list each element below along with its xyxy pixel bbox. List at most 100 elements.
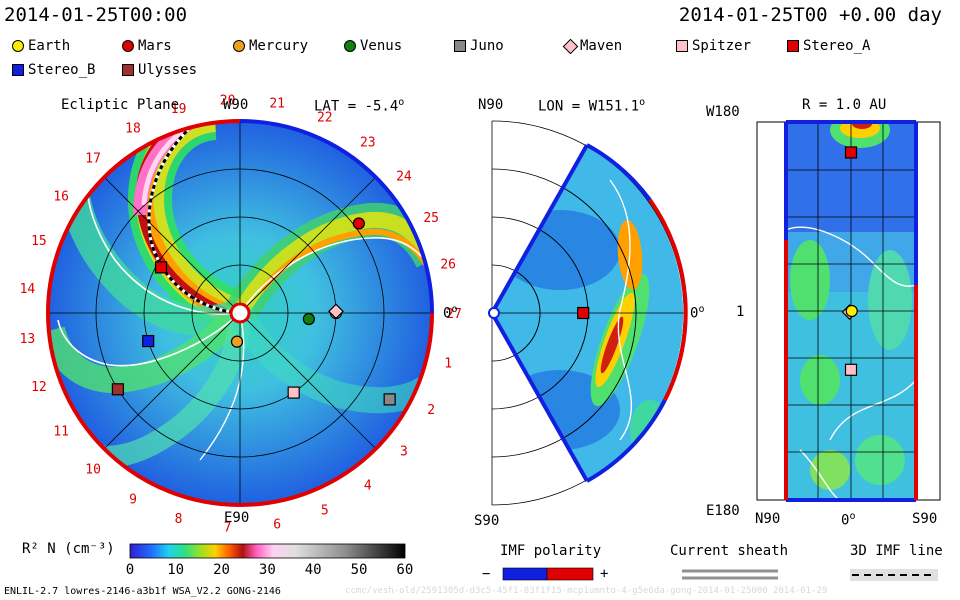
ecliptic-lat-label: LAT = -5.4o [314,97,405,115]
hour-label: 16 [53,189,69,204]
legend-label: Stereo_B [28,62,96,78]
ecliptic-title: Ecliptic Plane [61,97,180,113]
radial-top-left-label: W180 [706,104,740,120]
hour-label: 10 [85,463,101,478]
circle-marker-icon [12,40,24,52]
imf-polarity-label: IMF polarity [500,543,602,559]
hour-label: 11 [53,425,69,440]
hour-label: 23 [360,135,376,150]
earth-marker [845,304,858,318]
hour-label: 24 [396,169,412,184]
hour-label: 4 [364,479,372,494]
imf-plus-swatch [546,567,594,581]
juno-marker [383,393,396,406]
legend-label: Earth [28,38,71,54]
square-marker-icon [454,40,466,52]
legend-label: Mercury [249,38,309,54]
colorbar [129,543,406,559]
ulysses-marker [111,383,124,396]
radial-mid-left-label: 1 [736,304,745,320]
spitzer-marker [844,363,858,376]
legend-label: Mars [138,38,172,54]
colorbar-tick: 60 [396,562,414,578]
datetime-title: 2014-01-25T00:00 [4,4,188,26]
legend-item-spitzer: Spitzer [676,38,751,54]
radial-shell-panel [756,120,941,502]
hour-label: 2 [427,403,435,418]
hour-label: 19 [171,102,187,117]
ecliptic-right-label: 0o [443,304,458,322]
legend-item-earth: Earth [12,38,70,54]
imf-plus-label: + [600,566,609,582]
ecliptic-top-label: W90 [223,97,249,113]
radial-bottom-left-label: E180 [706,503,740,519]
legend-item-venus: Venus [344,38,402,54]
meridional-lon-label: LON = W151.1o [538,97,646,115]
hour-label: 9 [129,492,137,507]
hour-label: 17 [85,151,101,166]
hour-label: 14 [20,282,36,297]
hour-label: 12 [31,380,47,395]
hour-label: 25 [423,211,439,226]
colorbar-tick: 30 [258,562,276,578]
hour-label: 3 [400,445,408,460]
legend-label: Juno [470,38,504,54]
legend-label: Ulysses [138,62,198,78]
meridional-bottom-label: S90 [474,513,500,529]
hour-label: 27 [446,307,462,322]
imf-minus-label: − [482,566,491,582]
stereo-a-marker [577,306,590,320]
colorbar-tick: 40 [304,562,322,578]
square-marker-icon [122,64,134,76]
hour-label: 26 [440,258,456,273]
sun-marker [229,302,251,324]
hour-label: 15 [31,234,47,249]
imf-line-label: 3D IMF line [850,543,943,559]
legend-item-ulysses: Ulysses [122,62,197,78]
colorbar-tick: 10 [167,562,185,578]
radial-title: R = 1.0 AU [802,97,887,113]
legend-label: Venus [360,38,403,54]
hour-label: 6 [273,518,281,533]
elapsed-title: 2014-01-25T00 +0.00 day [678,4,942,26]
legend-item-stereo-b: Stereo_B [12,62,95,78]
spitzer-marker [287,386,300,399]
legend-item-mercury: Mercury [233,38,308,54]
radial-bottom-0: 0o [841,511,856,529]
stereo-a-marker [844,146,858,159]
ecliptic-bottom-label: E90 [224,510,250,526]
hour-label: 18 [125,122,141,137]
legend-item-juno: Juno [454,38,504,54]
watermark: ccmc/vesh-old/2591305d-d3c5-45f1-83f1f15… [345,586,828,596]
radial-bottom-s90: S90 [912,511,938,527]
square-marker-icon [12,64,24,76]
circle-marker-icon [122,40,134,52]
legend-item-maven: Maven [562,38,623,54]
mercury-marker [230,335,244,348]
hour-label: 22 [317,111,333,126]
model-footer: ENLIL-2.7 lowres-2146-a3b1f WSA_V2.2 GON… [4,586,281,597]
square-marker-icon [676,40,688,52]
mars-marker [352,217,365,230]
hour-label: 7 [224,521,232,536]
hour-label: 13 [20,332,36,347]
circle-marker-icon [233,40,245,52]
legend-label: Maven [580,38,623,54]
colorbar-tick: 20 [213,562,230,578]
meridional-top-label: N90 [478,97,504,113]
object-markers [111,146,858,406]
maven-marker [328,303,344,320]
hour-label: 21 [269,96,285,111]
legend-item-mars: Mars [122,38,172,54]
colorbar-tick: 50 [350,562,368,578]
legend-label: Spitzer [692,38,752,54]
hour-label: 20 [220,93,236,108]
hour-label: 1 [444,356,452,371]
legend-item-stereo-a: Stereo_A [787,38,870,54]
meridional-right-label: 0o [690,304,705,322]
radial-bottom-n90: N90 [755,511,781,527]
colorbar-label: R² N (cm⁻³) [22,541,115,557]
